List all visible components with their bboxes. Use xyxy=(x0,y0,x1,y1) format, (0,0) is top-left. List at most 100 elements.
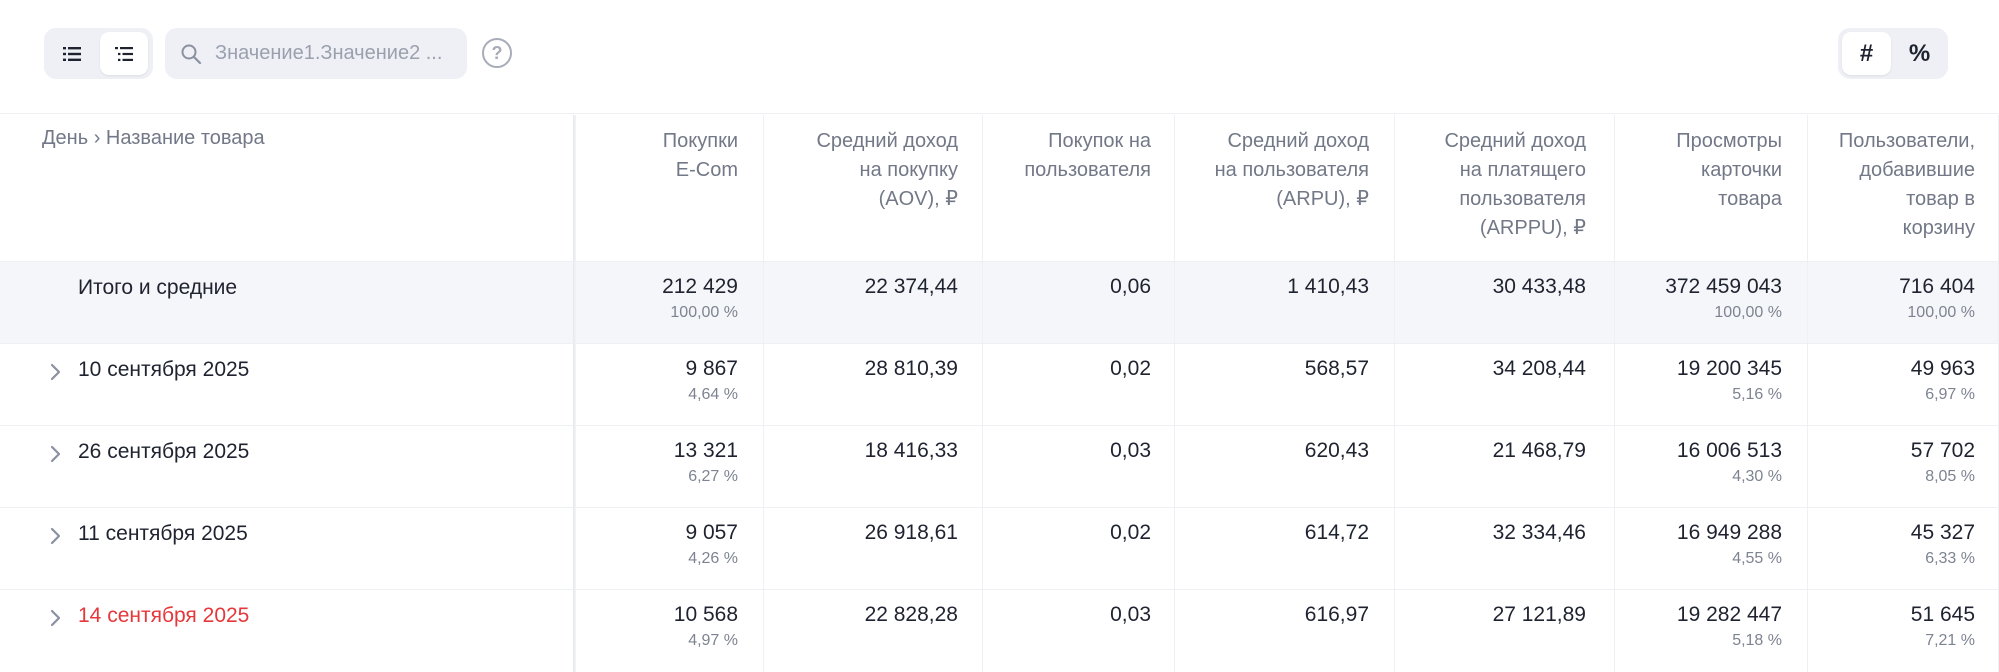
chevron-right-icon[interactable] xyxy=(44,606,66,630)
cell-value: 0,02 xyxy=(1110,521,1151,544)
cell-value: 1 410,43 xyxy=(1287,275,1369,298)
column-header-line: Средний доход xyxy=(816,130,958,152)
cell-percent: 5,18 % xyxy=(1732,632,1782,649)
cell-percent: 4,64 % xyxy=(688,386,738,403)
toolbar: ? # % xyxy=(0,0,1999,114)
column-header-line: Покупки xyxy=(662,130,738,152)
cell-users-added-to-cart: 45 327 6,33 % xyxy=(1808,508,1999,590)
cell-value: 26 918,61 xyxy=(864,521,958,544)
cell-percent: 7,21 % xyxy=(1925,632,1975,649)
cell-value: 19 282 447 xyxy=(1676,603,1782,626)
row-label: 10 сентября 2025 xyxy=(78,358,250,381)
table-row[interactable]: 11 сентября 2025 9 057 4,26 % 26 918,61 0,02… xyxy=(0,507,1999,590)
chevron-right-icon[interactable] xyxy=(44,524,66,548)
cell-value: 13 321 xyxy=(673,439,738,462)
dimension-header[interactable]: День › Название товара xyxy=(42,127,265,149)
search-box xyxy=(165,28,467,79)
cell-percent: 4,26 % xyxy=(688,550,738,567)
row-label: 26 сентября 2025 xyxy=(78,440,250,463)
cell-percent: 100,00 % xyxy=(1907,304,1975,321)
list-icon xyxy=(63,46,81,61)
cell-percent: 4,30 % xyxy=(1732,468,1782,485)
absolute-values-button[interactable]: # xyxy=(1842,32,1891,75)
column-header-line: товара xyxy=(1718,188,1782,210)
cell-aov: 18 416,33 xyxy=(764,426,983,508)
cell-percent: 6,97 % xyxy=(1925,386,1975,403)
column-header-users-added-to-cart[interactable]: Пользователи, добавившие товар в корзину xyxy=(1808,115,1999,261)
cell-arpu: 1 410,43 xyxy=(1175,262,1395,344)
cell-value: 16 949 288 xyxy=(1676,521,1782,544)
cell-value: 10 568 xyxy=(673,603,738,626)
cell-percent: 5,16 % xyxy=(1732,386,1782,403)
cell-value: 9 867 xyxy=(685,357,738,380)
column-header-arppu[interactable]: Средний доход на платящего пользователя (AR… xyxy=(1395,115,1615,261)
cell-value: 28 810,39 xyxy=(864,357,958,380)
column-header-ecom-purchases[interactable]: Покупки E-Com xyxy=(576,115,764,261)
column-header-line: пользователя xyxy=(1459,188,1586,210)
totals-row: Итого и средние 212 429 100,00 % 22 374,44 0… xyxy=(0,261,1999,344)
cell-arpu: 616,97 xyxy=(1175,590,1395,672)
help-circle-icon[interactable]: ? xyxy=(482,38,512,68)
cell-value: 616,97 xyxy=(1304,603,1369,626)
cell-purchases-per-user: 0,03 xyxy=(983,426,1175,508)
column-header-line: Пользователи, xyxy=(1838,130,1975,152)
cell-value: 620,43 xyxy=(1304,439,1369,462)
search-icon xyxy=(181,44,202,64)
cell-users-added-to-cart: 51 645 7,21 % xyxy=(1808,590,1999,672)
cell-percent: 8,05 % xyxy=(1925,468,1975,485)
column-header-line: (ARPPU), ₽ xyxy=(1479,217,1586,239)
column-header-arpu[interactable]: Средний доход на пользователя (ARPU), ₽ xyxy=(1175,115,1395,261)
cell-percent: 100,00 % xyxy=(1714,304,1782,321)
cell-value: 0,03 xyxy=(1110,603,1151,626)
column-header-line: E-Com xyxy=(675,159,738,181)
cell-arppu: 21 468,79 xyxy=(1395,426,1615,508)
cell-users-added-to-cart: 49 963 6,97 % xyxy=(1808,344,1999,426)
cell-users-added-to-cart: 716 404 100,00 % xyxy=(1808,262,1999,344)
column-header-line: Средний доход xyxy=(1444,130,1586,152)
search-input[interactable] xyxy=(215,42,455,65)
cell-purchases-per-user: 0,06 xyxy=(983,262,1175,344)
column-header-product-card-views[interactable]: Просмотры карточки товара xyxy=(1615,115,1808,261)
chevron-right-icon[interactable] xyxy=(44,442,66,466)
cell-aov: 22 374,44 xyxy=(764,262,983,344)
cell-aov: 22 828,28 xyxy=(764,590,983,672)
cell-value: 21 468,79 xyxy=(1492,439,1586,462)
table-row[interactable]: 26 сентября 2025 13 321 6,27 % 18 416,33 0,0… xyxy=(0,425,1999,508)
table-row[interactable]: 14 сентября 2025 10 568 4,97 % 22 828,28 0,0… xyxy=(0,589,1999,672)
column-header-line: карточки xyxy=(1701,159,1782,181)
cell-ecom-purchases: 9 057 4,26 % xyxy=(576,508,764,590)
chevron-right-icon[interactable] xyxy=(44,360,66,384)
cell-value: 32 334,46 xyxy=(1492,521,1586,544)
row-label-cell: 14 сентября 2025 xyxy=(0,590,573,672)
cell-aov: 28 810,39 xyxy=(764,344,983,426)
row-label-cell: Итого и средние xyxy=(0,262,573,344)
cell-ecom-purchases: 212 429 100,00 % xyxy=(576,262,764,344)
column-header-line: на платящего xyxy=(1459,159,1586,181)
cell-arpu: 568,57 xyxy=(1175,344,1395,426)
cell-users-added-to-cart: 57 702 8,05 % xyxy=(1808,426,1999,508)
cell-value: 9 057 xyxy=(685,521,738,544)
cell-ecom-purchases: 10 568 4,97 % xyxy=(576,590,764,672)
column-header-line: пользователя xyxy=(1024,159,1151,181)
cell-value: 49 963 xyxy=(1910,357,1975,380)
cell-value: 34 208,44 xyxy=(1492,357,1586,380)
column-header-aov[interactable]: Средний доход на покупку (AOV), ₽ xyxy=(764,115,983,261)
column-header-line: добавившие xyxy=(1859,159,1975,181)
tree-view-button[interactable] xyxy=(100,32,148,75)
column-header-line: Просмотры xyxy=(1676,130,1782,152)
cell-value: 22 374,44 xyxy=(864,275,958,298)
cell-value: 716 404 xyxy=(1899,275,1975,298)
table-row[interactable]: 10 сентября 2025 9 867 4,64 % 28 810,39 0,02… xyxy=(0,343,1999,426)
column-header-purchases-per-user[interactable]: Покупок на пользователя xyxy=(983,115,1175,261)
cell-value: 57 702 xyxy=(1910,439,1975,462)
cell-value: 372 459 043 xyxy=(1665,275,1782,298)
value-mode-toggle: # % xyxy=(1838,28,1948,79)
column-header-line: на покупку xyxy=(859,159,958,181)
column-header-line: Покупок на xyxy=(1048,130,1151,152)
row-label-cell: 10 сентября 2025 xyxy=(0,344,573,426)
row-label-cell: 26 сентября 2025 xyxy=(0,426,573,508)
cell-value: 568,57 xyxy=(1304,357,1369,380)
row-label: 11 сентября 2025 xyxy=(78,522,248,545)
percent-values-button[interactable]: % xyxy=(1908,39,1931,67)
flat-list-view-button[interactable] xyxy=(48,32,96,75)
